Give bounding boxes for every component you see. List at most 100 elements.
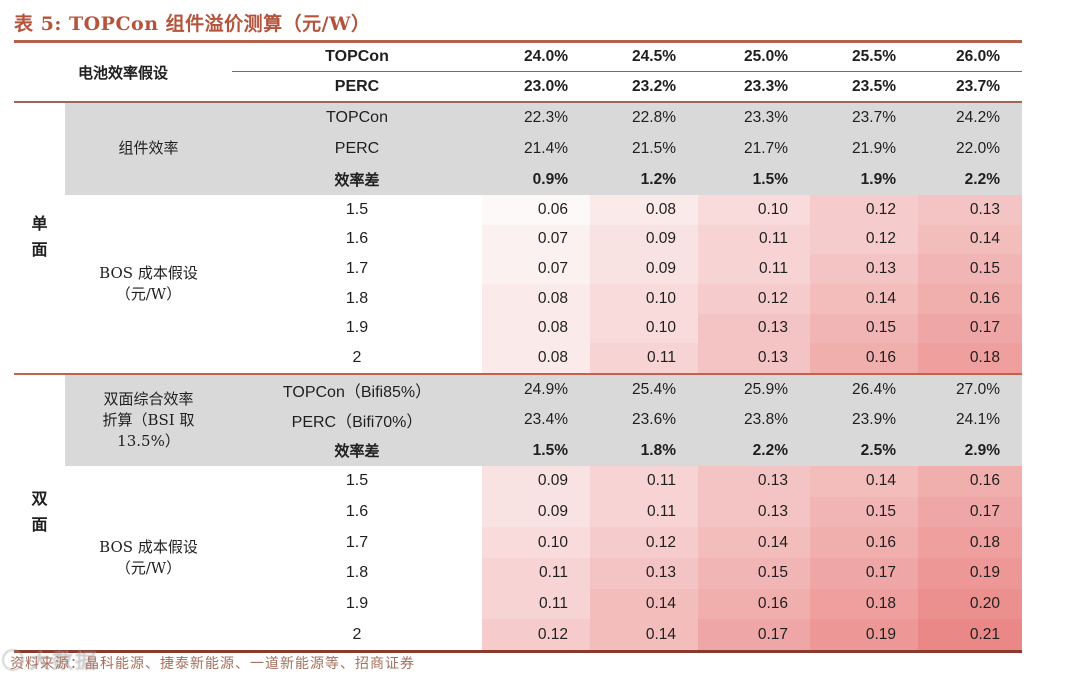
percent-value: 1.2%	[590, 164, 698, 195]
premium-value: 0.09	[590, 254, 698, 284]
premium-value: 0.15	[918, 254, 1022, 284]
premium-value: 0.16	[918, 283, 1022, 314]
premium-value: 0.18	[810, 588, 918, 620]
battery-efficiency-header: 电池效率假设 TOPCon 24.0% 24.5% 25.0% 25.5% 26.0% PER…	[14, 43, 1022, 101]
premium-value: 0.15	[810, 313, 918, 344]
row-name: PERC（Bifi70%）	[232, 405, 482, 436]
row-name: PERC	[232, 133, 482, 165]
bos-value-label: 2	[352, 625, 362, 643]
header-value: 24.0%	[482, 43, 590, 72]
bos-value-label: 1.6	[345, 230, 369, 248]
premium-value: 0.11	[482, 588, 590, 620]
premium-value: 0.14	[918, 224, 1022, 255]
premium-value: 0.14	[698, 527, 810, 558]
premium-value: 0.13	[698, 496, 810, 528]
premium-value: 0.14	[810, 283, 918, 314]
premium-table: 电池效率假设 TOPCon 24.0% 24.5% 25.0% 25.5% 26.0% PER…	[14, 40, 1022, 653]
premium-value: 0.17	[810, 557, 918, 589]
header-row-name: PERC	[334, 77, 380, 95]
percent-value: 21.4%	[482, 133, 590, 165]
bos-value-label: 1.8	[345, 289, 369, 307]
percent-value: 2.2%	[918, 164, 1022, 195]
section-divider-rule	[14, 372, 1022, 375]
premium-value: 0.13	[698, 343, 810, 373]
percent-value: 1.5%	[482, 435, 590, 466]
premium-value: 0.12	[810, 194, 918, 225]
premium-value: 0.12	[482, 619, 590, 650]
premium-value: 0.08	[482, 313, 590, 344]
premium-value: 0.11	[698, 254, 810, 284]
header-value: 23.7%	[956, 77, 1000, 95]
premium-value: 0.13	[698, 313, 810, 344]
premium-value: 0.16	[810, 527, 918, 558]
percent-value: 2.5%	[810, 435, 918, 466]
bos-value-label: 1.9	[345, 319, 369, 337]
top-rule	[14, 40, 1022, 43]
header-value: 26.0%	[918, 43, 1022, 72]
premium-value: 0.07	[482, 224, 590, 255]
premium-value: 0.08	[590, 194, 698, 225]
percent-value: 23.8%	[698, 405, 810, 436]
header-value: 23.0%	[524, 77, 568, 95]
premium-value: 0.21	[918, 619, 1022, 650]
premium-value: 0.11	[590, 465, 698, 497]
module-efficiency-section: 组件效率 TOPCon 22.3% 22.8% 23.3% 23.7% 24.2% PERC 2…	[14, 103, 1022, 195]
premium-value: 0.13	[698, 465, 810, 497]
premium-value: 0.18	[918, 343, 1022, 373]
percent-value: 22.0%	[918, 133, 1022, 165]
bos-value-label: 1.7	[345, 533, 369, 551]
row-name: 效率差	[232, 164, 482, 195]
percent-value: 21.9%	[810, 133, 918, 165]
source-note: 资料来源：晶科能源、捷泰新能源、一道新能源等、招商证券	[10, 656, 415, 672]
bos-value-label: 2	[352, 349, 362, 367]
percent-value: 21.5%	[590, 133, 698, 165]
premium-value: 0.10	[590, 313, 698, 344]
premium-value: 0.13	[590, 557, 698, 589]
row-name: TOPCon（Bifi85%）	[232, 374, 482, 406]
header-value: 23.3%	[744, 77, 788, 95]
percent-value: 26.4%	[810, 374, 918, 406]
percent-value: 25.4%	[590, 374, 698, 406]
premium-value: 0.15	[810, 496, 918, 528]
module-efficiency-label: 组件效率	[65, 103, 232, 195]
percent-value: 22.3%	[482, 103, 590, 134]
header-value: 25.5%	[810, 43, 918, 72]
premium-value: 0.13	[810, 254, 918, 284]
premium-value: 0.10	[590, 283, 698, 314]
premium-value: 0.14	[590, 619, 698, 650]
premium-value: 0.14	[810, 465, 918, 497]
percent-value: 22.8%	[590, 103, 698, 134]
premium-value: 0.11	[590, 343, 698, 373]
bos-cost-label: BOS 成本假设 （元/W）	[99, 537, 198, 577]
percent-value: 23.9%	[810, 405, 918, 436]
group-label-double-side: 双面	[31, 488, 48, 534]
bos-value-label: 1.5	[345, 472, 369, 490]
premium-value: 0.10	[698, 194, 810, 225]
double-side-bos-section: BOS 成本假设 （元/W） 1.5 0.09 0.11 0.13 0.14 0.16 1.6 0…	[14, 465, 1022, 650]
bos-cost-label: BOS 成本假设 （元/W）	[99, 263, 198, 303]
premium-value: 0.09	[482, 465, 590, 497]
premium-value: 0.11	[482, 557, 590, 589]
header-value: 25.0%	[698, 43, 810, 72]
battery-efficiency-label: 电池效率假设	[77, 63, 168, 82]
percent-value: 24.9%	[482, 374, 590, 406]
bos-value-label: 1.7	[345, 260, 369, 278]
premium-value: 0.16	[918, 465, 1022, 497]
percent-value: 24.1%	[918, 405, 1022, 436]
premium-value: 0.13	[918, 194, 1022, 225]
header-value: 24.5%	[590, 43, 698, 72]
bos-value-label: 1.9	[345, 594, 369, 612]
premium-value: 0.10	[482, 527, 590, 558]
percent-value: 24.2%	[918, 103, 1022, 134]
premium-value: 0.12	[590, 527, 698, 558]
percent-value: 2.2%	[698, 435, 810, 466]
bos-value-label: 1.8	[345, 564, 369, 582]
premium-value: 0.17	[918, 496, 1022, 528]
bottom-rule	[14, 649, 1022, 653]
premium-value: 0.17	[918, 313, 1022, 344]
percent-value: 0.9%	[482, 164, 590, 195]
row-name: 效率差	[232, 435, 482, 466]
percent-value: 23.3%	[698, 103, 810, 134]
bifacial-efficiency-section: 双面综合效率 折算（BSI 取 13.5%） TOPCon（Bifi85%） 24.9%…	[14, 374, 1022, 466]
